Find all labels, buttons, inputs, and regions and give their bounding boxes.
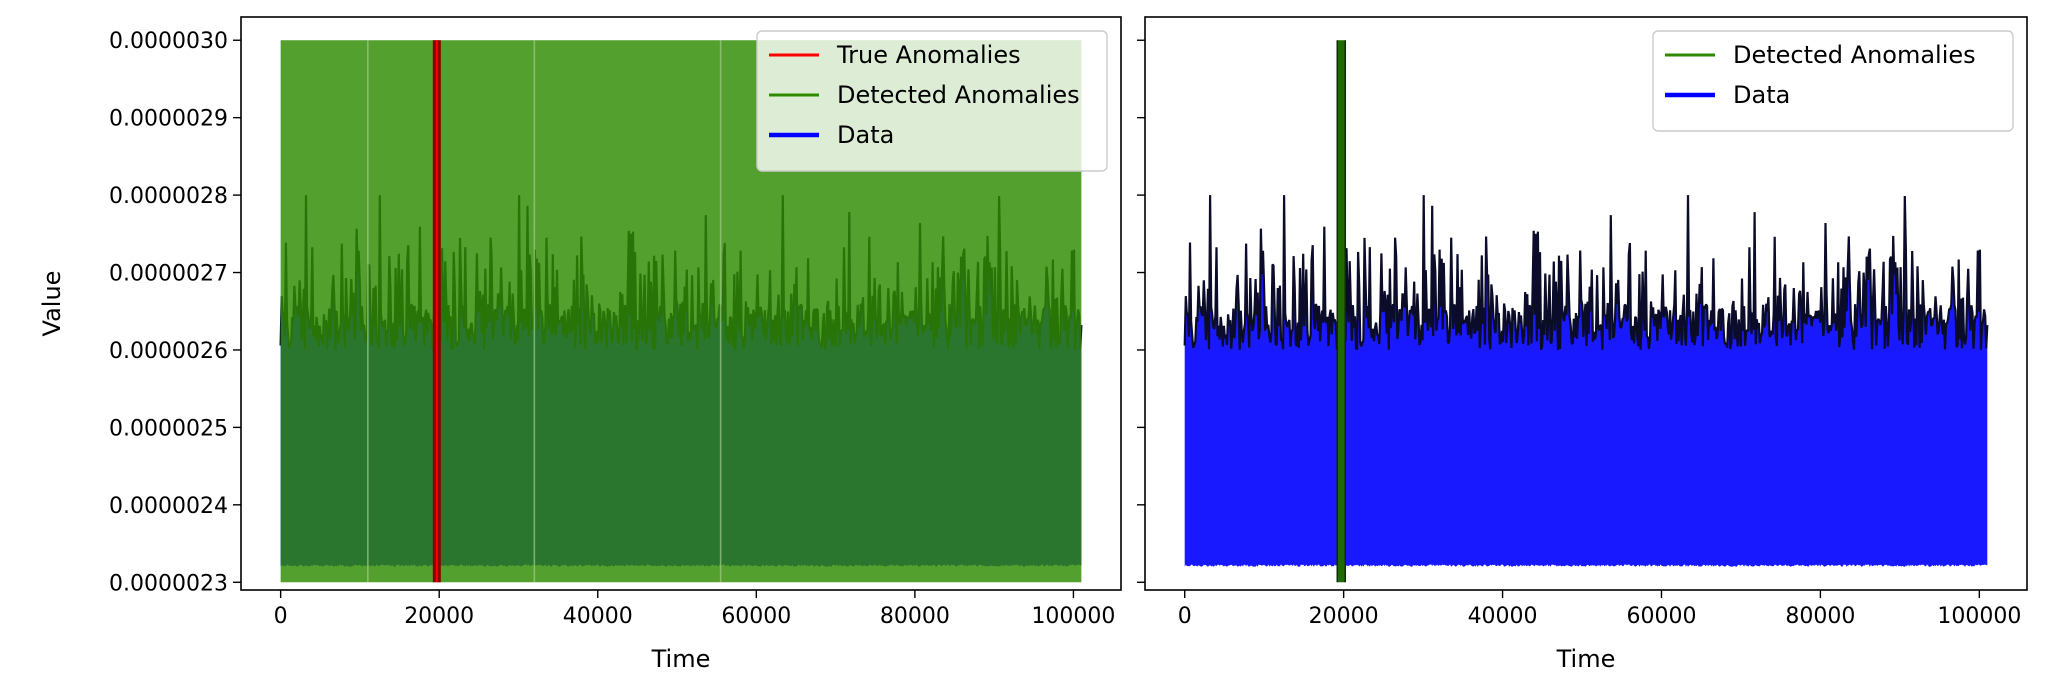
left-panel: 0 20000 40000 60000 80000 100000 0.0000023 0.00… [38,16,1122,673]
x-axis-label: Time [1556,645,1616,673]
y-tick-label: 0.0000027 [109,262,228,287]
legend-box [1652,30,2014,132]
x-tick-label: 80000 [880,604,950,629]
x-tick-label: 40000 [1468,604,1538,629]
data-series-line [1183,195,1989,351]
axes-frame [240,16,1122,591]
x-tick-label: 0 [1178,604,1192,629]
x-tick-label: 100000 [1937,604,2021,629]
x-axis-label: Time [651,645,711,673]
legend: Detected Anomalies Data [1652,30,2014,132]
y-tick-label: 0.0000026 [109,339,228,364]
legend-box [756,30,1108,172]
plot-area [279,40,1083,583]
legend-label: Detected Anomalies [837,81,1080,109]
y-tick-label: 0.0000029 [109,107,228,132]
legend-label: True Anomalies [836,41,1021,69]
y-tick-label: 0.0000024 [109,494,228,519]
legend: True Anomalies Detected Anomalies Data [756,30,1108,172]
x-tick-label: 20000 [1309,604,1379,629]
x-tick-label: 40000 [563,604,633,629]
x-tick-label: 80000 [1785,604,1855,629]
x-tick-label: 100000 [1031,604,1115,629]
y-tick-label: 0.0000023 [109,571,228,596]
y-axis-label: Value [38,271,66,337]
x-tick-label: 20000 [404,604,474,629]
y-tick-label: 0.0000030 [109,29,228,54]
detected-anomaly-line [1337,40,1346,583]
x-tick-label: 60000 [1626,604,1696,629]
y-tick-label: 0.0000028 [109,184,228,209]
legend-label: Data [837,121,894,149]
right-panel: 0 20000 40000 60000 80000 100000 Time Detected … [1137,16,2028,673]
x-tick-label: 0 [274,604,288,629]
legend-label: Data [1733,81,1790,109]
axes-frame [1144,16,2028,591]
x-tick-label: 60000 [721,604,791,629]
legend-label: Detected Anomalies [1733,41,1976,69]
plot-area [1183,40,1989,583]
y-tick-label: 0.0000025 [109,416,228,441]
data-series-fill [1184,195,1988,567]
